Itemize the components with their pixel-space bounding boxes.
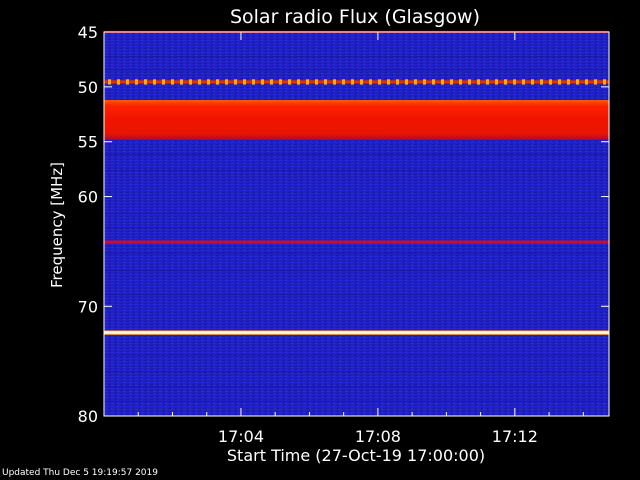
y-tick-label: 45 <box>78 23 98 42</box>
band-dash <box>540 79 543 85</box>
band-dash <box>207 79 210 85</box>
band-dash <box>252 79 255 85</box>
texture-streak <box>104 170 609 172</box>
texture-streak <box>104 386 609 388</box>
x-tick-label: 17:08 <box>355 427 401 446</box>
band-dash <box>378 79 381 85</box>
band-dash <box>162 79 165 85</box>
band-dash <box>198 79 201 85</box>
band-dash <box>360 79 363 85</box>
band-dash <box>522 79 525 85</box>
band-dash <box>423 79 426 85</box>
band-dash <box>549 79 552 85</box>
band-dash <box>243 79 246 85</box>
band-dash <box>432 79 435 85</box>
texture-streak <box>104 56 609 58</box>
emission-band-3 <box>104 240 609 244</box>
texture-streak <box>104 354 609 356</box>
band-dash <box>558 79 561 85</box>
band-dash <box>369 79 372 85</box>
band-dash <box>351 79 354 85</box>
y-tick-label: 50 <box>78 78 98 97</box>
spectrogram-background <box>104 32 609 416</box>
band-dash <box>450 79 453 85</box>
updated-timestamp: Updated Thu Dec 5 19:19:57 2019 <box>2 468 158 478</box>
band-dash <box>153 79 156 85</box>
band-dash <box>486 79 489 85</box>
texture-streak <box>104 227 609 229</box>
band-dash <box>126 79 129 85</box>
plot-area <box>104 30 609 416</box>
band-dash <box>441 79 444 85</box>
band-dash <box>270 79 273 85</box>
emission-band-4 <box>104 330 609 335</box>
band-dash <box>225 79 228 85</box>
chart-title: Solar radio Flux (Glasgow) <box>230 6 480 28</box>
band-dash <box>387 79 390 85</box>
band-dash <box>189 79 192 85</box>
texture-streak <box>104 252 609 254</box>
band-dash <box>405 79 408 85</box>
texture-streak <box>104 371 609 373</box>
band-dash <box>504 79 507 85</box>
texture-streak <box>104 153 609 155</box>
texture-streak <box>104 213 609 215</box>
x-tick-label: 17:12 <box>492 427 538 446</box>
band-dash <box>333 79 336 85</box>
x-tick-label: 17:04 <box>218 427 264 446</box>
texture-streak <box>104 270 609 272</box>
texture-streak <box>104 69 609 71</box>
band-dash <box>594 79 597 85</box>
y-axis-label: Frequency [MHz] <box>48 162 66 288</box>
plot-frame <box>103 31 610 417</box>
band-dash <box>585 79 588 85</box>
band-dash <box>531 79 534 85</box>
band-dash <box>234 79 237 85</box>
band-dash <box>279 79 282 85</box>
y-tick-label: 70 <box>78 297 98 316</box>
band-dash <box>396 79 399 85</box>
y-tick-label: 55 <box>78 133 98 152</box>
y-tick-label: 80 <box>78 407 98 426</box>
band-dash <box>171 79 174 85</box>
band-dash <box>414 79 417 85</box>
band-dash <box>297 79 300 85</box>
band-dash <box>477 79 480 85</box>
band-dash <box>216 79 219 85</box>
texture-streak <box>104 400 609 402</box>
band-dash <box>306 79 309 85</box>
band-dash <box>144 79 147 85</box>
band-dash <box>576 79 579 85</box>
band-dash <box>342 79 345 85</box>
band-dash <box>495 79 498 85</box>
band-dash <box>513 79 516 85</box>
y-tick-label: 60 <box>78 188 98 207</box>
band-dash <box>603 79 606 85</box>
band-dash <box>315 79 318 85</box>
emission-band-2 <box>104 100 609 140</box>
band-dash <box>180 79 183 85</box>
x-axis-label: Start Time (27-Oct-19 17:00:00) <box>227 446 485 465</box>
emission-band-1 <box>104 80 609 84</box>
band-dash <box>567 79 570 85</box>
band-dash <box>288 79 291 85</box>
band-dash <box>324 79 327 85</box>
texture-streak <box>104 294 609 296</box>
band-dash <box>468 79 471 85</box>
band-dash <box>261 79 264 85</box>
band-dash <box>135 79 138 85</box>
band-dash <box>117 79 120 85</box>
band-dash <box>108 79 111 85</box>
band-dash <box>459 79 462 85</box>
